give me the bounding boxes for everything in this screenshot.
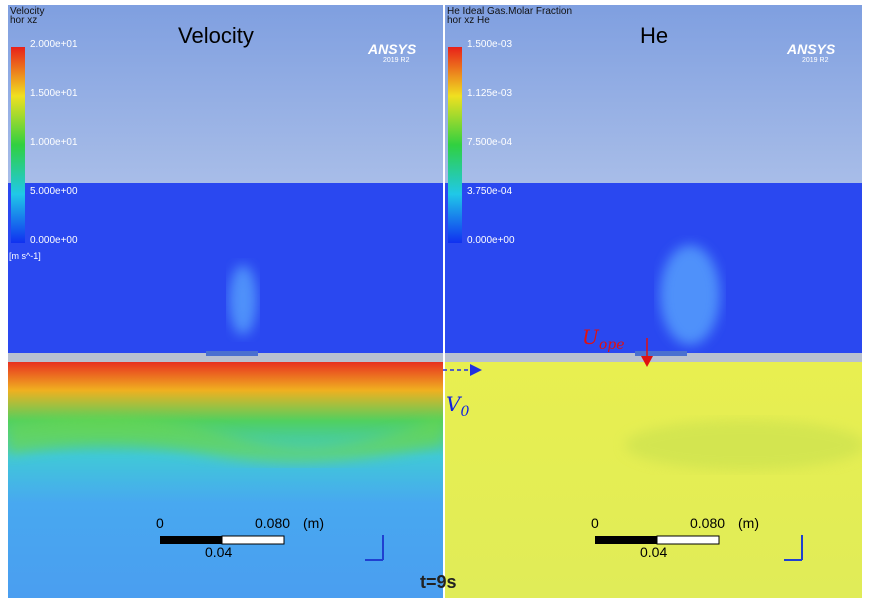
panel-heading: Velocity <box>178 23 254 48</box>
arrow <box>641 356 653 367</box>
u-sub: ope <box>598 337 625 353</box>
scale-end: 0.080 <box>690 515 726 531</box>
legend-tick: 1.500e-03 <box>467 39 513 50</box>
legend-title: He Ideal Gas.Molar Fraction <box>447 6 573 17</box>
legend-tick: 3.750e-04 <box>467 186 513 197</box>
legend-tick: 1.125e-03 <box>467 88 513 99</box>
scale-bar-white <box>656 535 720 545</box>
lower-region <box>8 362 443 598</box>
legend-tick: 5.000e+00 <box>30 186 78 197</box>
inlet <box>635 351 687 356</box>
colorbar <box>11 47 25 243</box>
time-label: t=9s <box>420 572 457 592</box>
legend-tick: 7.500e-04 <box>467 137 513 148</box>
colorbar <box>448 47 462 243</box>
plume <box>660 245 720 345</box>
legend-tick: 0.000e+00 <box>467 235 515 246</box>
u-ope-label: Uope <box>582 325 625 353</box>
lower-region <box>445 362 862 598</box>
u-base: U <box>582 325 599 349</box>
ansys-logo: ANSYS <box>368 41 417 57</box>
axis-triad <box>784 535 803 561</box>
scale-mid: 0.04 <box>205 544 233 560</box>
axis-triad <box>365 535 384 561</box>
ansys-logo: ANSYS <box>787 41 836 57</box>
scale-end: 0.080 <box>255 515 291 531</box>
shade <box>625 420 862 470</box>
streak <box>8 415 443 463</box>
scale-bar-black <box>595 536 657 544</box>
ansys-version: 2019 R2 <box>383 57 410 64</box>
scale-bar-black <box>160 536 222 544</box>
arrow <box>470 364 482 376</box>
wall <box>8 353 443 362</box>
legend-title: Velocity <box>10 6 45 17</box>
legend-tick: 1.000e+01 <box>30 137 78 148</box>
inlet <box>206 351 258 356</box>
scale-unit: (m) <box>303 515 324 531</box>
plume <box>229 265 257 335</box>
v0-label: V0 <box>446 392 469 420</box>
legend-unit: [m s^-1] <box>9 251 41 261</box>
panel-field <box>445 5 862 598</box>
wall <box>445 353 862 362</box>
cfd-panel: Velocity hor xz 2.000e+01 1.500e+01 1.000e+0… <box>8 5 443 598</box>
flow-region <box>445 183 862 353</box>
upper-region <box>8 5 443 183</box>
legend-subtitle: hor xz He <box>447 15 490 26</box>
panel-heading: He <box>640 23 669 48</box>
v0-sub: 0 <box>460 404 470 420</box>
flow-region <box>8 183 443 353</box>
scale-bar-white <box>221 535 285 545</box>
scale-unit: (m) <box>738 515 759 531</box>
legend-tick: 2.000e+01 <box>30 39 78 50</box>
legend-subtitle: hor xz <box>10 15 38 26</box>
panel-field <box>8 5 443 598</box>
legend-tick: 0.000e+00 <box>30 235 78 246</box>
legend-tick: 1.500e+01 <box>30 88 78 99</box>
cfd-panel: He Ideal Gas.Molar Fraction hor xz He 1.50… <box>445 5 862 598</box>
v0-base: V <box>446 392 461 416</box>
scale-mid: 0.04 <box>640 544 668 560</box>
ansys-version: 2019 R2 <box>802 57 829 64</box>
scale-start: 0 <box>591 515 599 531</box>
upper-region <box>445 5 862 183</box>
scale-start: 0 <box>156 515 164 531</box>
